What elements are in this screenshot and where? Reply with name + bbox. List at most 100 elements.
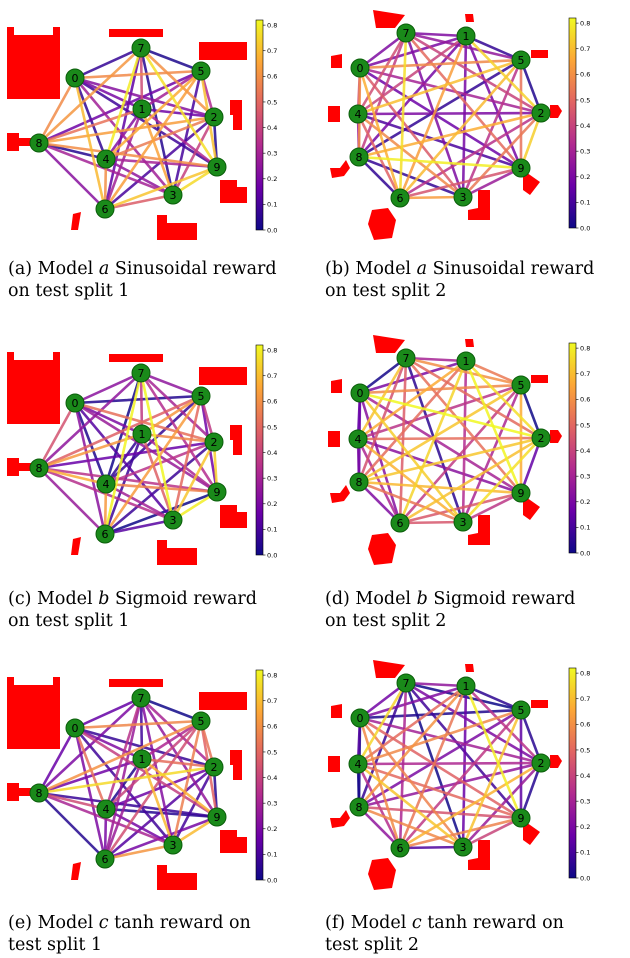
- node-label: 6: [397, 842, 404, 855]
- network-plot-e: 0 1 2 3 4 5 6 7 8 9 0.0 0.1 0.2 0.3 0.4 0.5 0.6 0.7 0.8: [7, 669, 277, 890]
- obstacle-shape: [465, 664, 474, 672]
- edge-1-6: [398, 684, 468, 850]
- obstacle-shape: [328, 431, 340, 447]
- colorbar-tick-label: 0.7: [267, 697, 277, 705]
- colorbar-tick-label: 0.2: [267, 500, 277, 508]
- edge-8-9: [37, 141, 219, 169]
- edge-0-1: [73, 76, 144, 111]
- node-9: 9: [511, 808, 531, 828]
- obstacle-shape: [523, 820, 540, 845]
- node-label: 8: [36, 787, 43, 800]
- node-2: 2: [531, 428, 551, 448]
- edge-4-7: [104, 371, 143, 486]
- node-1: 1: [132, 749, 152, 769]
- edge-6-8: [357, 155, 402, 200]
- edge-1-9: [140, 107, 219, 169]
- edge-0-3: [358, 716, 465, 849]
- obstacle-shape: [71, 862, 81, 880]
- edge-6-9: [398, 816, 523, 850]
- edge-3-5: [171, 69, 203, 197]
- edge-3-8: [357, 155, 465, 199]
- edge-2-6: [398, 436, 543, 525]
- obstacle-shape: [230, 100, 242, 130]
- obstacle-shape: [220, 505, 247, 528]
- node-2: 2: [204, 432, 224, 452]
- obstacle-shape: [523, 495, 540, 520]
- node-9: 9: [207, 482, 227, 502]
- caption-e: (e) Model c tanh reward on test split 1: [8, 912, 251, 956]
- colorbar-tick-label: 0.4: [267, 124, 277, 132]
- edge-1-3: [461, 359, 468, 524]
- edge-0-2: [73, 401, 216, 444]
- colorbar-tick-label: 0.8: [267, 21, 277, 29]
- caption-prefix: (a) Model: [8, 259, 99, 279]
- caption-prefix: (b) Model: [325, 259, 417, 279]
- obstacle-shape: [373, 660, 405, 678]
- node-label: 5: [198, 390, 205, 403]
- node-label: 2: [211, 761, 218, 774]
- colorbar-tick-label: 0.8: [580, 344, 590, 352]
- caption-line2: on test split 2: [325, 611, 447, 631]
- edge-0-3: [358, 66, 465, 199]
- node-9: 9: [207, 807, 227, 827]
- network-plot-f: 0 1 2 3 4 5 6 7 8 9 0.0 0.1 0.2 0.3 0.4 0.5 0.6 0.7 0.8: [328, 660, 590, 890]
- obstacle-shape: [199, 42, 247, 60]
- edge-3-4: [104, 482, 175, 522]
- edge-3-9: [461, 166, 523, 199]
- edge-4-5: [104, 394, 203, 486]
- edge-5-6: [398, 383, 523, 525]
- node-label: 3: [460, 191, 467, 204]
- colorbar: [255, 669, 264, 881]
- edge-0-1: [73, 726, 144, 761]
- node-3: 3: [453, 837, 473, 857]
- node-1: 1: [456, 351, 476, 371]
- caption-model: c: [411, 913, 422, 933]
- obstacle-shape: [199, 692, 247, 710]
- node-label: 5: [518, 379, 525, 392]
- obstacle-shape: [468, 190, 490, 220]
- obstacle-shape: [550, 430, 562, 443]
- edge-3-8: [37, 791, 175, 847]
- obstacle-shape: [230, 425, 242, 455]
- colorbar-tick-label: 0.7: [580, 45, 590, 53]
- edge-0-8: [37, 726, 77, 795]
- edge-7-8: [37, 371, 143, 470]
- edge-4-9: [104, 482, 219, 494]
- edge-4-5: [104, 69, 203, 161]
- obstacle-shape: [109, 679, 163, 687]
- node-4: 4: [348, 754, 368, 774]
- node-0: 0: [350, 58, 370, 78]
- node-2: 2: [531, 103, 551, 123]
- node-label: 2: [211, 111, 218, 124]
- edge-2-9: [519, 761, 543, 820]
- node-8: 8: [349, 797, 369, 817]
- panel-b: 0 1 2 3 4 5 6 7 8 9 0.0 0.1 0.2 0.3 0.4 0.5 0.6 0.7 0.8: [318, 10, 618, 250]
- edge-5-7: [139, 46, 203, 73]
- node-0: 0: [350, 383, 370, 403]
- colorbar-tick-label: 0.0: [580, 224, 590, 232]
- edge-6-8: [37, 466, 107, 536]
- node-4: 4: [96, 149, 116, 169]
- obstacle-shape: [368, 533, 396, 565]
- edge-1-3: [140, 757, 175, 847]
- edge-5-7: [139, 696, 203, 723]
- colorbar-tick-label: 0.2: [267, 175, 277, 183]
- edge-1-2: [140, 107, 216, 119]
- colorbar-tick-label: 0.6: [580, 71, 590, 79]
- node-7: 7: [131, 363, 151, 383]
- edge-0-3: [73, 726, 175, 847]
- node-label: 7: [403, 27, 410, 40]
- colorbar-tick-label: 0.1: [580, 524, 590, 532]
- colorbar-tick-label: 0.4: [267, 774, 277, 782]
- node-0: 0: [350, 708, 370, 728]
- node-5: 5: [511, 700, 531, 720]
- node-label: 7: [403, 352, 410, 365]
- edge-2-3: [461, 436, 543, 524]
- colorbar-tick-label: 0.4: [267, 449, 277, 457]
- colorbar-tick-label: 0.3: [580, 147, 590, 155]
- obstacle-shape: [109, 29, 163, 37]
- node-label: 5: [518, 704, 525, 717]
- edge-3-6: [398, 845, 465, 850]
- edge-5-8: [357, 383, 523, 484]
- node-7: 7: [396, 23, 416, 43]
